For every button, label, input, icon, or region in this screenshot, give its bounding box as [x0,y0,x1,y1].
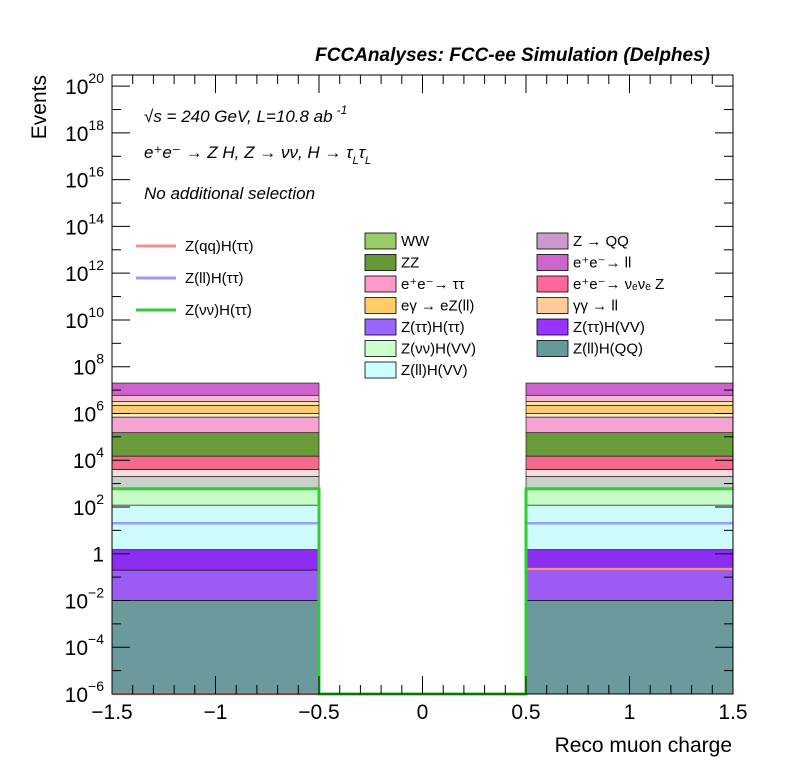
x-axis: −1.5 −1 −0.5 0 0.5 1 1.5 [91,75,748,724]
stack-band-0-4 [111,488,320,506]
stack-band-0-12 [111,401,320,406]
legend-fill-label: e⁺e⁻→ νₑνₑ Z [573,276,664,293]
energy-superscript: -1 [337,103,348,117]
stack-band-2-13 [525,394,734,402]
legend-fill-label: Z(ττ)H(VV) [573,319,645,336]
legend-fill-label: γγ → ll [573,298,618,315]
x-axis-label: Reco muon charge [555,734,732,757]
stack-band-2-12 [525,401,734,406]
legend-fill-label: WW [401,233,430,250]
x-tick-label: −0.5 [298,701,339,724]
y-tick-label: 1018 [65,117,104,146]
legend-signals: Z(qq)H(ττ) Z(ll)H(ττ) Z(νν)H(ττ) [136,238,254,319]
legend-fill-swatch [364,340,397,357]
process-sub-2: L [365,155,371,167]
legend-fill-label: eγ → eZ(ll) [401,298,474,315]
stack-band-0-10 [111,413,320,418]
y-tick-label: 1010 [65,304,104,333]
stack-band-0-13 [111,394,320,402]
legend-fill-swatch [536,297,569,314]
legend-fill-swatch [364,297,397,314]
stack-band-0-9 [111,416,320,434]
legend-fill-swatch [364,318,397,336]
energy-text: √s = 240 GeV, L=10.8 ab [144,107,333,126]
legend-backgrounds: WW Z → QQ ZZ e⁺e⁻→ ll e⁺e⁻→ ττ e⁺e⁻→ νₑνₑ Z eγ… [364,232,664,379]
process-text: e⁺e⁻ → Z H, Z → νν, H → τ [144,143,354,162]
legend-fill-swatch [536,275,569,293]
stack-band-0-1 [111,569,320,601]
y-tick-label: 106 [73,397,104,426]
legend-fill-label: Z(ll)H(VV) [401,362,468,379]
stack-band-2-1 [525,569,734,601]
stack-band-2-2 [525,549,734,571]
stack-band-0-11 [111,405,320,414]
y-tick-label: 104 [73,444,104,473]
y-tick-label: 10−6 [65,678,105,707]
stack-band-0-7 [111,455,320,470]
legend-fill-swatch [536,340,569,357]
stack-band-0-5 [111,476,320,490]
y-tick-label: 1016 [65,164,104,193]
stack-band-2-8 [525,432,734,457]
legend-fill-label: Z(νν)H(VV) [401,341,476,358]
legend-fill-swatch [536,232,569,250]
plot-header: FCCAnalyses: FCC-ee Simulation (Delphes) [315,45,710,66]
y-tick-label: 1014 [65,210,104,239]
legend-fill-label: e⁺e⁻→ ττ [401,276,465,293]
stack-band-2-6 [525,469,734,477]
svg-text:e⁺e⁻ → Z H, Z → νν, H → τLτL: e⁺e⁻ → Z H, Z → νν, H → τLτL [144,143,371,167]
stack-band-2-10 [525,413,734,418]
stack-band-2-11 [525,405,734,414]
x-tick-label: 1.5 [718,701,747,724]
legend-fill-swatch [364,275,397,293]
stack-band-2-7 [525,455,734,470]
legend-fill-label: ZZ [401,255,419,272]
y-tick-label: 108 [73,351,104,380]
x-tick-label: 0 [417,701,429,724]
stacked-backgrounds [111,382,734,695]
y-axis: 10−6 10−4 10−2 1 102 104 106 108 1010 1012 1014 101… [65,70,733,707]
annotation-process: e⁺e⁻ → Z H, Z → νν, H → τLτL [144,143,371,167]
y-tick-label: 1012 [65,257,104,286]
legend-line-label: Z(ll)H(ττ) [185,270,244,287]
x-tick-label: −1 [204,701,228,724]
process-tau: τ [359,143,367,162]
stack-band-0-2 [111,549,320,571]
y-tick-label: 10−2 [65,584,105,613]
legend-fill-label: Z(ττ)H(ττ) [401,319,465,336]
stack-band-0-8 [111,432,320,457]
legend-line-label: Z(qq)H(ττ) [185,238,254,255]
annotation-selection: No additional selection [144,184,315,203]
process-sub-1: L [353,155,359,167]
legend-fill-swatch [364,361,397,379]
stack-band-0-6 [111,469,320,477]
stack-band-0-3 [111,504,320,550]
legend-fill-label: e⁺e⁻→ ll [573,255,631,272]
svg-text:√s = 240 GeV, L=10.8 ab-1: √s = 240 GeV, L=10.8 ab -1 [144,103,347,126]
legend-fill-label: Z(ll)H(QQ) [573,341,643,358]
x-tick-label: −1.5 [91,701,132,724]
x-tick-label: 1 [624,701,636,724]
stack-band-2-4 [525,488,734,506]
stack-band-2-9 [525,416,734,434]
y-tick-label: 1020 [65,70,104,99]
stack-band-2-5 [525,476,734,490]
x-tick-label: 0.5 [511,701,540,724]
stack-band-0-14 [111,382,320,396]
annotation-energy: √s = 240 GeV, L=10.8 ab -1 [144,103,347,126]
stack-band-2-14 [525,382,734,396]
legend-fill-swatch [536,254,569,271]
legend-line-label: Z(νν)H(ττ) [185,302,252,319]
y-tick-label: 1 [92,544,104,567]
legend-fill-label: Z → QQ [573,233,629,250]
y-tick-label: 10−4 [65,631,105,660]
y-axis-label: Events [28,75,51,139]
legend-fill-swatch [536,318,569,336]
y-tick-label: 102 [73,491,104,520]
stack-band-2-3 [525,504,734,550]
legend-fill-swatch [364,254,397,271]
legend-fill-swatch [364,232,397,250]
